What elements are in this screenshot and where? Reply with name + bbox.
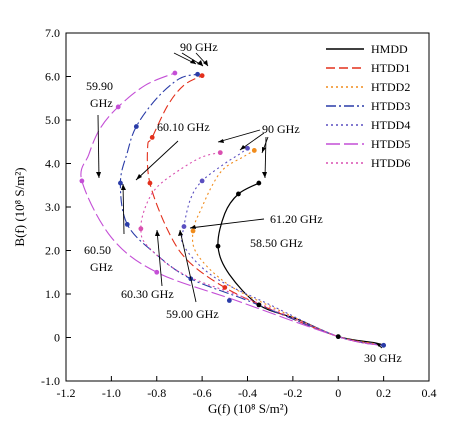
legend-label-hmdd: HMDD — [371, 42, 408, 56]
annotations: 90 GHz 90 GHz 59.90 GHz 60.10 GHz 61.20 … — [84, 40, 402, 365]
arrowhead — [240, 145, 246, 150]
y-tick-label: -1.0 — [41, 374, 60, 388]
data-point-marker — [172, 70, 178, 76]
legend-label-htdd4: HTDD4 — [371, 118, 410, 132]
x-tick-label: 0 — [335, 386, 341, 400]
data-point-marker — [226, 298, 232, 303]
x-tick-label: -1.0 — [102, 386, 121, 400]
arrowhead — [190, 59, 196, 64]
arrow-line-90ghz-mid-1 — [217, 129, 261, 143]
data-point-marker — [133, 124, 139, 129]
data-point-marker — [215, 243, 221, 249]
annotation-30ghz: 30 GHz — [364, 351, 402, 365]
y-axis-ticks: -1.0 0 1.0 2.0 3.0 4.0 5.0 6.0 7.0 — [41, 26, 71, 388]
x-tick-label: -0.2 — [283, 386, 302, 400]
legend-label-htdd2: HTDD2 — [371, 80, 410, 94]
y-tick-label: 0 — [54, 331, 60, 345]
arrowhead — [96, 172, 101, 178]
x-tick-label: -0.4 — [238, 386, 257, 400]
data-point-marker — [245, 145, 250, 151]
annotation-6050-line2: GHz — [90, 260, 113, 274]
arrowhead — [376, 343, 381, 347]
data-point-marker — [138, 226, 144, 232]
legend-label-htdd1: HTDD1 — [371, 61, 410, 75]
data-point-marker — [195, 71, 200, 77]
arrow-line-6030 — [156, 229, 163, 287]
data-point-marker — [199, 73, 205, 79]
y-tick-label: 7.0 — [45, 26, 60, 40]
plot-area: -1.2 -1.0 -0.8 -0.6 -0.4 -0.2 0 0.2 0.4 -1.001.0… — [41, 26, 437, 400]
arrowhead — [262, 172, 267, 178]
y-tick-label: 1.0 — [45, 287, 60, 301]
x-axis-ticks: -1.2 -1.0 -0.8 -0.6 -0.4 -0.2 0 0.2 0.4 — [57, 376, 437, 400]
y-tick-label: 3.0 — [45, 200, 60, 214]
data-point-marker — [181, 224, 187, 229]
y-axis-title: B(f) (10⁸ S/m²) — [12, 167, 27, 246]
arrow-line-6050 — [122, 183, 125, 235]
data-point-marker — [222, 285, 228, 290]
x-tick-label: -0.8 — [147, 386, 166, 400]
y-tick-label: 5.0 — [45, 113, 60, 127]
annotation-6030: 60.30 GHz — [121, 287, 174, 301]
x-tick-label: -0.6 — [193, 386, 212, 400]
data-point-marker — [335, 334, 341, 340]
x-tick-label: 0.4 — [422, 386, 437, 400]
data-point-marker — [124, 222, 130, 227]
arrow-line-6010 — [135, 140, 179, 181]
annotation-5900: 59.00 GHz — [166, 307, 219, 321]
data-point-marker — [149, 135, 155, 140]
data-point-marker — [381, 342, 387, 348]
data-point-marker — [115, 104, 121, 110]
y-tick-label: 6.0 — [45, 70, 60, 84]
series-line-hmdd — [217, 182, 384, 346]
data-point-marker — [256, 302, 262, 308]
legend: HMDD HTDD1 HTDD2 HTDD3 HTDD4 HTDD5 HTDD6 — [322, 40, 424, 182]
series-line-htdd1 — [146, 75, 384, 346]
data-point-marker — [256, 180, 262, 186]
legend-label-htdd5: HTDD5 — [371, 137, 410, 151]
data-point-marker — [147, 180, 153, 186]
y-tick-label: 4.0 — [45, 157, 60, 171]
data-point-marker — [199, 178, 205, 184]
y-tick-label: 2.0 — [45, 244, 60, 258]
arrow-line-6120 — [189, 218, 265, 229]
arrowhead — [203, 60, 208, 66]
arrowhead — [136, 174, 142, 180]
annotation-90ghz-mid: 90 GHz — [262, 122, 300, 136]
arrowhead — [190, 225, 196, 229]
x-tick-label: -1.2 — [57, 386, 76, 400]
annotation-6120: 61.20 GHz — [270, 212, 323, 226]
annotation-5850: 58.50 GHz — [250, 236, 303, 250]
arrowhead — [197, 60, 203, 66]
arrowhead — [262, 147, 266, 153]
x-tick-label: 0.2 — [376, 386, 391, 400]
data-point-marker — [217, 150, 223, 156]
arrowhead — [178, 230, 183, 236]
annotation-5990-line2: GHz — [90, 96, 113, 110]
arrow-line-90ghz-mid-4 — [264, 136, 267, 179]
legend-background — [322, 40, 424, 182]
arrow-line-5900 — [179, 229, 197, 303]
series-line-htdd3 — [119, 73, 382, 346]
x-axis-title: G(f) (10⁸ S/m²) — [208, 401, 288, 416]
arrowhead — [121, 184, 126, 190]
annotation-5990-line1: 59.90 — [86, 79, 113, 93]
arrow-line-5990 — [97, 114, 100, 179]
data-point-marker — [236, 191, 241, 197]
data-point-marker — [190, 228, 196, 234]
arrowhead — [218, 139, 224, 143]
data-point-marker — [154, 269, 160, 275]
data-point-marker — [79, 178, 85, 184]
annotation-6050-line1: 60.50 — [84, 243, 111, 257]
data-point-marker — [118, 180, 123, 186]
legend-label-htdd6: HTDD6 — [371, 156, 410, 170]
annotation-6010: 60.10 GHz — [157, 120, 210, 134]
series-line-htdd5 — [80, 72, 380, 346]
legend-label-htdd3: HTDD3 — [371, 99, 410, 113]
arrowhead — [155, 230, 160, 236]
marker-group — [79, 70, 387, 348]
annotation-90ghz-top: 90 GHz — [180, 40, 218, 54]
data-point-marker — [251, 148, 257, 153]
